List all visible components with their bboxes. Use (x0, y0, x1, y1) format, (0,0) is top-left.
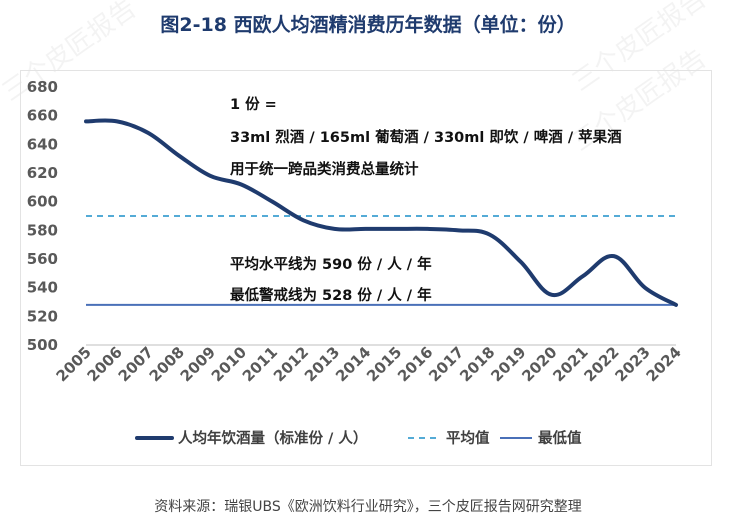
x-tick-label: 2018 (456, 343, 498, 385)
y-tick-label: 660 (27, 107, 58, 125)
x-tick-label: 2021 (549, 343, 591, 385)
x-tick-label: 2022 (580, 343, 622, 385)
annotation-text: 平均水平线为 590 份 / 人 / 年 (230, 255, 432, 273)
x-tick-label: 2015 (363, 343, 405, 385)
y-tick-label: 680 (27, 78, 58, 96)
x-tick-label: 2023 (612, 343, 654, 385)
y-tick-label: 500 (27, 336, 58, 354)
annotation-text: 用于统一跨品类消费总量统计 (230, 160, 419, 178)
y-tick-label: 520 (27, 307, 58, 325)
annotation-text: 最低警戒线为 528 份 / 人 / 年 (230, 286, 432, 304)
x-tick-label: 2007 (115, 343, 157, 385)
annotation-text: 1 份 = (230, 95, 277, 113)
series-line-consumption (84, 118, 678, 307)
x-tick-label: 2008 (146, 343, 188, 385)
x-tick-label: 2014 (332, 343, 374, 385)
source-note: 资料来源：瑞银UBS《欧洲饮料行业研究》，三个皮匠报告网研究整理 (154, 499, 582, 515)
x-tick-label: 2013 (301, 343, 343, 385)
x-tick-label: 2016 (394, 343, 436, 385)
y-tick-label: 640 (27, 135, 58, 153)
legend-label: 最低值 (538, 429, 582, 447)
y-tick-label: 620 (27, 164, 58, 182)
annotation-text: 33ml 烈酒 / 165ml 葡萄酒 / 330ml 即饮 / 啤酒 / 苹果… (230, 128, 622, 146)
x-tick-label: 2006 (84, 343, 126, 385)
x-tick-label: 2017 (425, 343, 467, 385)
chart-title: 图2-18 西欧人均酒精消费历年数据（单位：份） (160, 14, 576, 36)
x-tick-label: 2019 (487, 343, 529, 385)
x-tick-label: 2020 (518, 343, 560, 385)
y-tick-label: 540 (27, 279, 58, 297)
y-tick-label: 560 (27, 250, 58, 268)
y-tick-label: 600 (27, 193, 58, 211)
chart-frame (20, 70, 712, 466)
x-tick-label: 2010 (208, 343, 250, 385)
legend-label: 平均值 (446, 429, 490, 447)
x-tick-label: 2024 (643, 343, 685, 385)
y-tick-label: 580 (27, 221, 58, 239)
x-tick-label: 2012 (270, 343, 312, 385)
x-tick-label: 2009 (177, 343, 219, 385)
legend-label: 人均年饮酒量（标准份 / 人） (178, 429, 367, 447)
x-tick-label: 2011 (239, 343, 281, 385)
x-tick-label: 2005 (53, 343, 95, 385)
